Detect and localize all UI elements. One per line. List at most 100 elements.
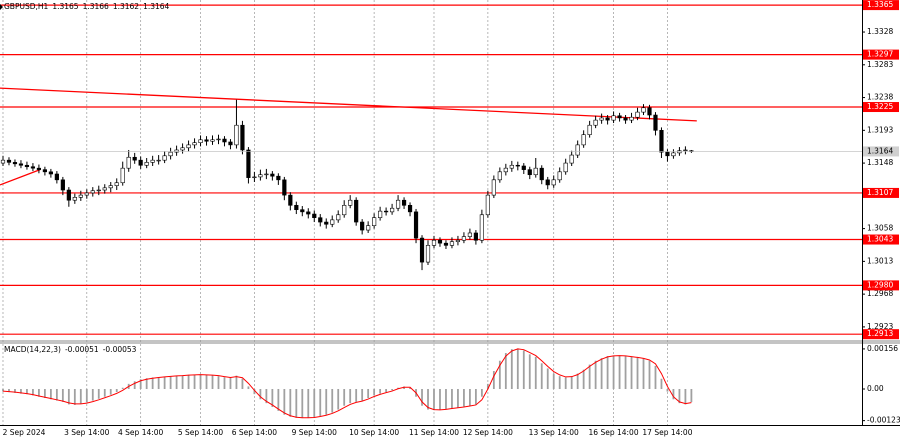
- macd-bar: [642, 358, 645, 390]
- macd-bar: [145, 378, 148, 390]
- macd-bar: [552, 373, 555, 390]
- macd-bar: [373, 389, 376, 396]
- level-label: 1.2980: [867, 280, 893, 289]
- candle-body: [575, 144, 580, 156]
- candle-body: [270, 173, 275, 177]
- y-tick-label: 1.3058: [867, 224, 893, 233]
- macd-bar: [151, 377, 154, 390]
- candle-body: [288, 194, 293, 206]
- level-label: 1.3107: [867, 188, 893, 197]
- candle-body: [545, 179, 550, 186]
- candle-body: [557, 171, 562, 181]
- ohlc-readout: 1.3166: [83, 2, 109, 11]
- macd-bar: [271, 389, 274, 408]
- macd-bar: [666, 389, 669, 392]
- level-label-box: [863, 0, 899, 11]
- macd-bar: [211, 375, 214, 390]
- candle-body: [479, 214, 484, 241]
- candle-body: [461, 236, 467, 241]
- macd-bar: [265, 389, 268, 404]
- candle-body: [515, 164, 520, 167]
- macd-bar: [115, 389, 118, 393]
- macd-bar: [564, 377, 567, 390]
- macd-bar: [463, 389, 465, 407]
- macd-bar: [2, 389, 4, 392]
- candle-body: [228, 141, 233, 146]
- candle-body: [443, 242, 449, 246]
- candle-body: [114, 182, 119, 186]
- candle-body: [551, 179, 556, 186]
- macd-bar: [427, 389, 429, 410]
- macd-bar: [612, 355, 615, 390]
- candle-body: [533, 167, 538, 176]
- macd-bar: [510, 349, 513, 390]
- macd-bar: [337, 389, 340, 410]
- candle-body: [629, 116, 634, 121]
- level-label: 1.2913: [867, 329, 893, 338]
- macd-bar: [319, 389, 322, 417]
- candle-body: [108, 185, 113, 189]
- y-tick-label: 1.3328: [867, 27, 893, 36]
- level-label: 1.3297: [867, 50, 893, 59]
- candle-body: [156, 159, 161, 162]
- candle-body: [641, 107, 646, 113]
- candle-body: [192, 142, 197, 146]
- candle-body: [521, 165, 526, 170]
- candle-body: [587, 124, 592, 135]
- macd-bar: [618, 355, 621, 390]
- macd-bar: [504, 353, 507, 390]
- macd-bar: [223, 377, 226, 390]
- macd-bar: [259, 389, 262, 400]
- candle-body: [30, 166, 36, 169]
- candle-body: [36, 167, 42, 170]
- macd-bar: [558, 376, 561, 390]
- candle-body: [485, 194, 490, 216]
- candle-body: [198, 139, 203, 143]
- candle-body: [413, 211, 419, 239]
- macd-bar: [474, 389, 477, 405]
- macd-bar: [32, 389, 34, 396]
- candle-body: [180, 147, 185, 151]
- candle-body: [372, 217, 377, 226]
- macd-bar: [331, 389, 334, 413]
- macd-bar: [630, 356, 633, 390]
- macd-bar: [433, 389, 435, 411]
- candle-body: [126, 156, 131, 169]
- candle-body: [437, 239, 443, 244]
- candle-body: [599, 117, 604, 121]
- candle-body: [348, 199, 353, 206]
- macd-bar: [181, 375, 184, 390]
- candle-body: [84, 192, 89, 196]
- candle-body: [300, 209, 305, 213]
- macd-bar: [361, 389, 364, 401]
- macd-signal-value: -0.00053: [103, 345, 137, 354]
- level-label-box: [863, 329, 899, 340]
- macd-bar: [457, 389, 459, 408]
- macd-bar: [14, 389, 16, 393]
- candle-body: [186, 144, 191, 149]
- macd-bar: [175, 375, 178, 390]
- macd-bar: [343, 389, 346, 406]
- x-tick-label: 16 Sep 14:00: [589, 428, 639, 437]
- macd-bar: [451, 389, 453, 409]
- macd-bar: [91, 389, 94, 401]
- candle-body: [503, 167, 508, 173]
- macd-bar: [600, 358, 603, 390]
- candle-body: [527, 169, 532, 176]
- candle-body: [360, 221, 365, 231]
- macd-bar: [480, 389, 483, 397]
- candle-body: [593, 119, 598, 126]
- candle-body: [336, 214, 341, 221]
- last-price-label: 1.3164: [867, 146, 893, 155]
- candle-body: [276, 175, 281, 181]
- candle-body: [0, 159, 6, 164]
- y-tick-label: 1.3283: [867, 60, 893, 69]
- candle-body: [66, 189, 71, 201]
- candle-body: [102, 187, 107, 191]
- candle-body: [294, 205, 299, 210]
- y-tick-label: 1.3238: [867, 93, 893, 102]
- macd-bar: [61, 389, 64, 402]
- macd-bar: [516, 348, 519, 390]
- candle-body: [120, 167, 125, 184]
- macd-bar: [103, 389, 106, 397]
